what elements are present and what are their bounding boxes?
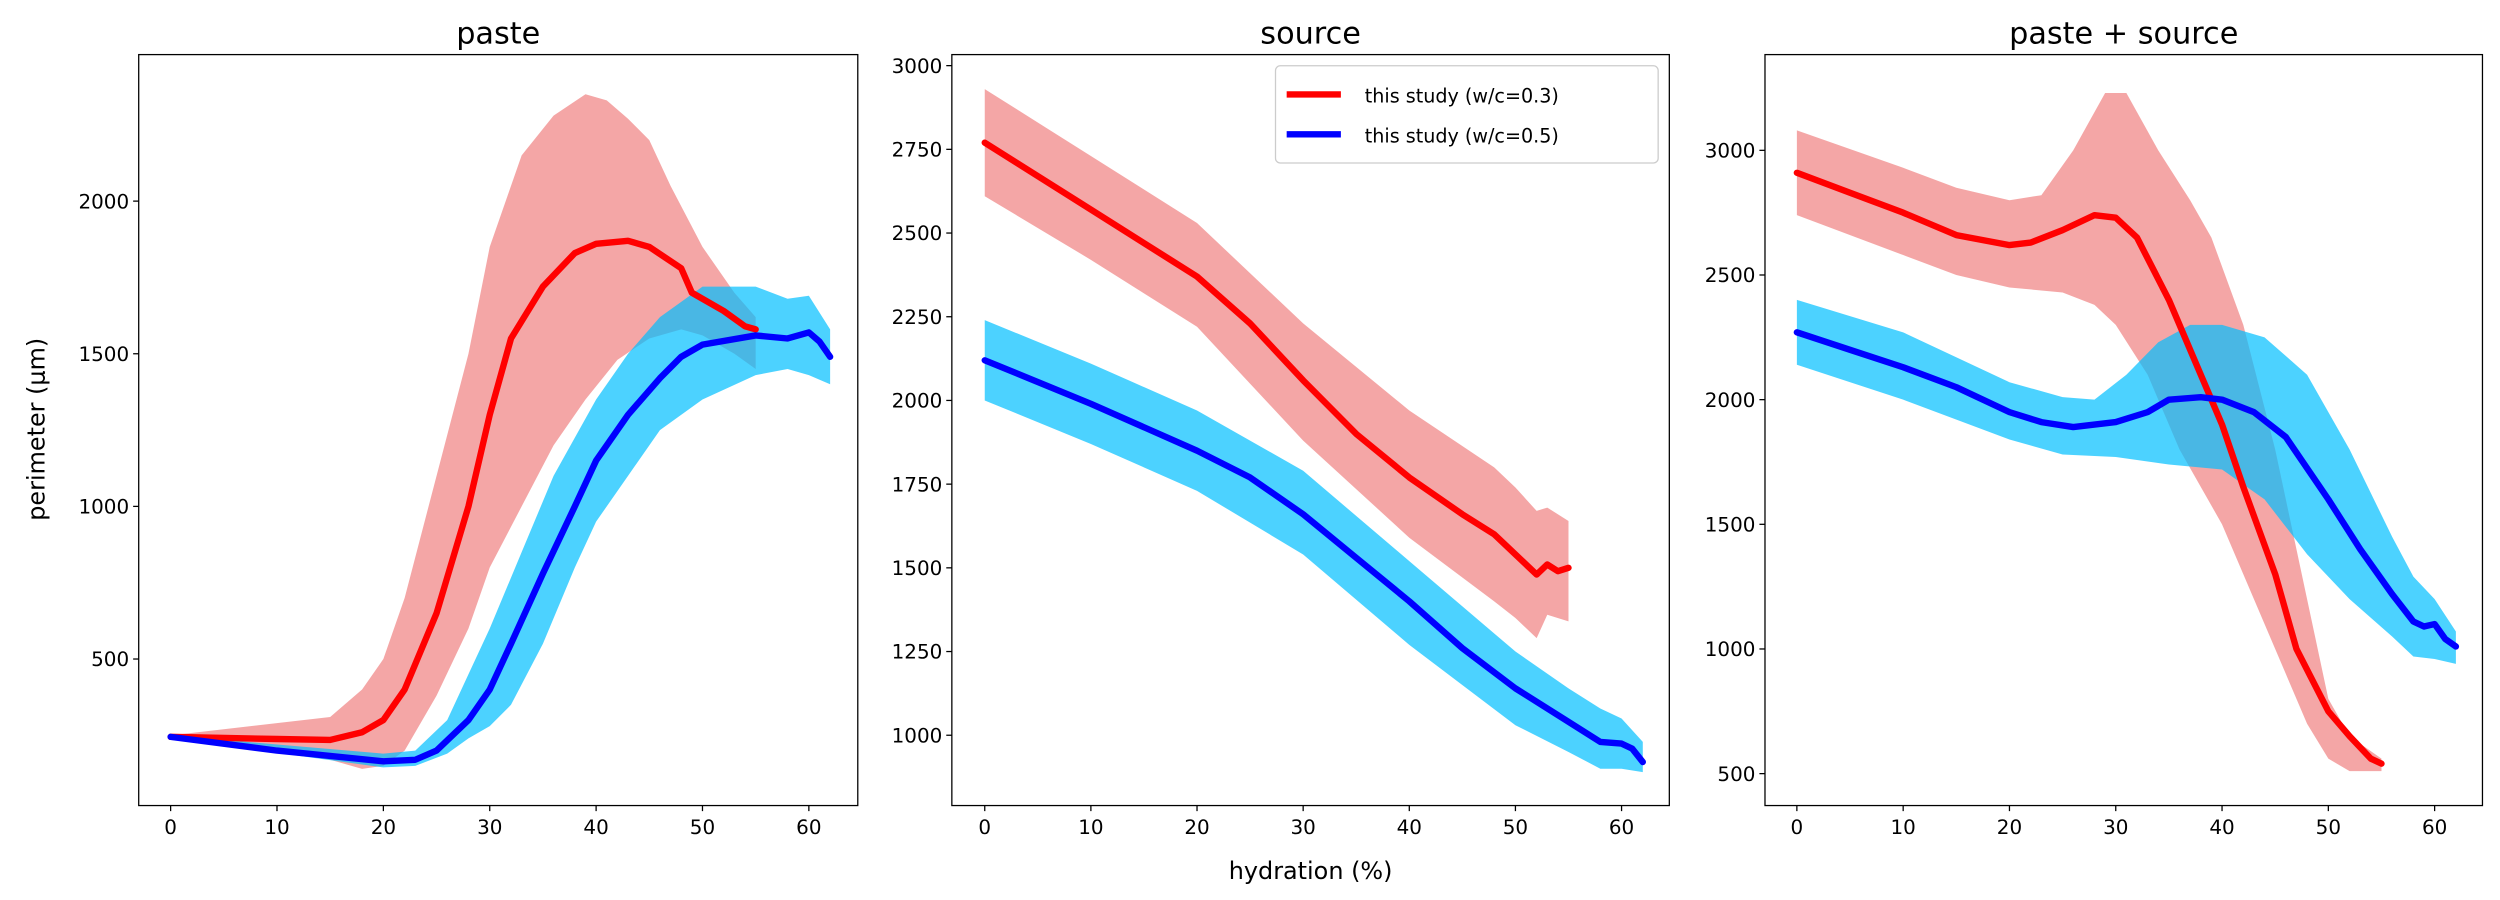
line-series-1 xyxy=(981,357,1646,766)
y-tick-label: 1250 xyxy=(892,641,943,664)
x-tick-label: 40 xyxy=(1397,816,1422,839)
x-tick-label: 0 xyxy=(164,816,177,839)
line-series-1 xyxy=(1793,329,2460,650)
y-tick-label: 2250 xyxy=(892,306,943,329)
legend: this study (w/c=0.3) this study (w/c=0.5) xyxy=(1274,65,1659,164)
plot-area xyxy=(167,94,834,769)
x-tick-label: 30 xyxy=(2103,816,2128,839)
x-tick-label: 50 xyxy=(2316,816,2341,839)
y-tick-label: 1500 xyxy=(78,343,129,366)
y-tick-label: 3000 xyxy=(892,55,943,78)
y-tick-label: 2000 xyxy=(1705,389,1756,412)
y-tick-label: 500 xyxy=(91,648,129,671)
line-series-0 xyxy=(981,139,1572,578)
y-tick-label: 3000 xyxy=(1705,140,1756,163)
y-tick-label: 500 xyxy=(1717,763,1755,786)
band-series-1 xyxy=(1796,299,2456,664)
x-tick-label: 20 xyxy=(1184,816,1209,839)
y-tick-label: 2750 xyxy=(892,139,943,162)
x-tick-label: 40 xyxy=(2209,816,2234,839)
x-tick-label: 0 xyxy=(978,816,991,839)
y-tick-label: 1500 xyxy=(1705,513,1756,536)
panel-title: paste xyxy=(456,16,540,51)
y-tick-label: 1000 xyxy=(892,724,943,747)
x-tick-label: 30 xyxy=(1290,816,1315,839)
line-series-0 xyxy=(167,237,759,744)
axes-frame xyxy=(1764,53,2484,807)
x-tick-label: 50 xyxy=(690,816,715,839)
panel-0: 0 10 20 30 40 50 60 500 1000 1500 2000 paste xyxy=(78,16,859,839)
legend-entry-0: this study (w/c=0.3) xyxy=(1365,84,1559,107)
band-series-0 xyxy=(170,94,756,769)
y-tick-label: 1000 xyxy=(1705,638,1756,661)
legend-entry-1: this study (w/c=0.5) xyxy=(1365,124,1559,147)
x-tick-label: 60 xyxy=(796,816,821,839)
plot-area xyxy=(981,89,1646,773)
y-axis-label: perimeter (μm) xyxy=(23,338,51,521)
panel-title: source xyxy=(1260,16,1361,51)
band-series-0 xyxy=(1796,92,2382,772)
y-tick-label: 2000 xyxy=(78,190,129,213)
y-tick-label: 2500 xyxy=(1705,264,1756,287)
x-tick-label: 40 xyxy=(583,816,608,839)
y-tick-label: 2000 xyxy=(892,390,943,413)
x-tick-label: 0 xyxy=(1791,816,1804,839)
band-series-1 xyxy=(170,286,831,768)
panel-2: 0 10 20 30 40 50 60 500 1000 1500 2000 2500 3000 past… xyxy=(1705,16,2484,839)
y-tick-label: 2500 xyxy=(892,222,943,245)
legend-box xyxy=(1274,65,1659,164)
panel-title: paste + source xyxy=(2009,16,2238,51)
axes-frame xyxy=(138,53,859,807)
line-series-1 xyxy=(167,329,834,765)
y-tick-label: 1750 xyxy=(892,473,943,496)
line-series-0 xyxy=(1793,169,2385,767)
x-tick-label: 20 xyxy=(1997,816,2022,839)
plot-area xyxy=(1793,92,2460,772)
x-tick-label: 50 xyxy=(1503,816,1528,839)
x-tick-label: 60 xyxy=(1609,816,1634,839)
axes-frame xyxy=(951,53,1670,807)
y-tick-label: 1000 xyxy=(78,496,129,519)
x-tick-label: 10 xyxy=(1078,816,1103,839)
x-axis-label: hydration (%) xyxy=(1229,857,1393,885)
panel-1: 0 10 20 30 40 50 60 1000 1250 1500 1750 2000 2250 250… xyxy=(892,16,1670,839)
x-tick-label: 10 xyxy=(1890,816,1915,839)
y-tick-label: 1500 xyxy=(892,557,943,580)
x-tick-label: 60 xyxy=(2422,816,2447,839)
x-tick-label: 30 xyxy=(477,816,502,839)
x-tick-label: 20 xyxy=(371,816,396,839)
band-series-0 xyxy=(984,89,1569,639)
x-tick-label: 10 xyxy=(264,816,289,839)
